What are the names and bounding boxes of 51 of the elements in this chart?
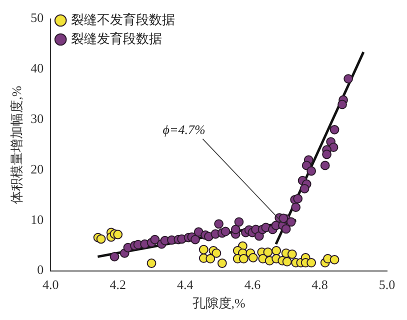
point xyxy=(330,255,340,264)
legend-label: 裂缝发育段数据 xyxy=(71,30,162,46)
point xyxy=(344,74,354,84)
point xyxy=(238,254,248,264)
y-tick-label: 50 xyxy=(30,10,44,26)
point xyxy=(206,254,216,264)
y-axis-title: 体积模量增加幅度,% xyxy=(9,86,24,204)
point xyxy=(220,226,230,236)
point xyxy=(230,224,240,234)
point xyxy=(146,258,156,268)
point xyxy=(214,219,224,229)
point xyxy=(217,258,227,268)
point xyxy=(306,258,316,268)
point xyxy=(96,234,106,244)
x-tick-label: 4.0 xyxy=(42,277,59,292)
point xyxy=(113,230,123,240)
annotation: ϕ=4.7% xyxy=(162,122,206,137)
y-tick-label: 10 xyxy=(30,212,44,227)
point xyxy=(322,150,332,160)
x-tick-label: 4.8 xyxy=(312,277,328,292)
point xyxy=(234,217,244,227)
point xyxy=(286,217,296,227)
point xyxy=(300,184,310,194)
point xyxy=(248,252,258,262)
point xyxy=(330,124,340,134)
y-tick-label: 0 xyxy=(37,262,44,278)
point xyxy=(287,249,297,259)
point xyxy=(278,214,288,224)
point xyxy=(281,224,291,234)
x-tick-label: 5.0 xyxy=(378,277,396,292)
point xyxy=(198,244,208,254)
x-tick-label: 4.6 xyxy=(244,277,262,292)
x-axis-title: 孔隙度,% xyxy=(192,296,246,311)
point xyxy=(190,234,200,244)
point xyxy=(338,100,347,110)
point xyxy=(291,202,301,212)
point xyxy=(293,194,303,204)
point xyxy=(306,166,316,176)
point xyxy=(272,246,282,256)
y-tick-label: 30 xyxy=(30,111,44,126)
point xyxy=(263,247,273,257)
y-tick-label: 20 xyxy=(30,161,44,176)
point xyxy=(320,160,330,170)
point xyxy=(282,257,292,266)
legend-label: 裂缝不发育段数据 xyxy=(71,12,176,27)
point xyxy=(212,248,222,258)
y-tick-label: 40 xyxy=(30,60,44,76)
x-tick-label: 4.2 xyxy=(110,277,126,292)
x-tick-label: 4.4 xyxy=(177,277,194,292)
point xyxy=(110,252,120,262)
point xyxy=(150,234,160,244)
